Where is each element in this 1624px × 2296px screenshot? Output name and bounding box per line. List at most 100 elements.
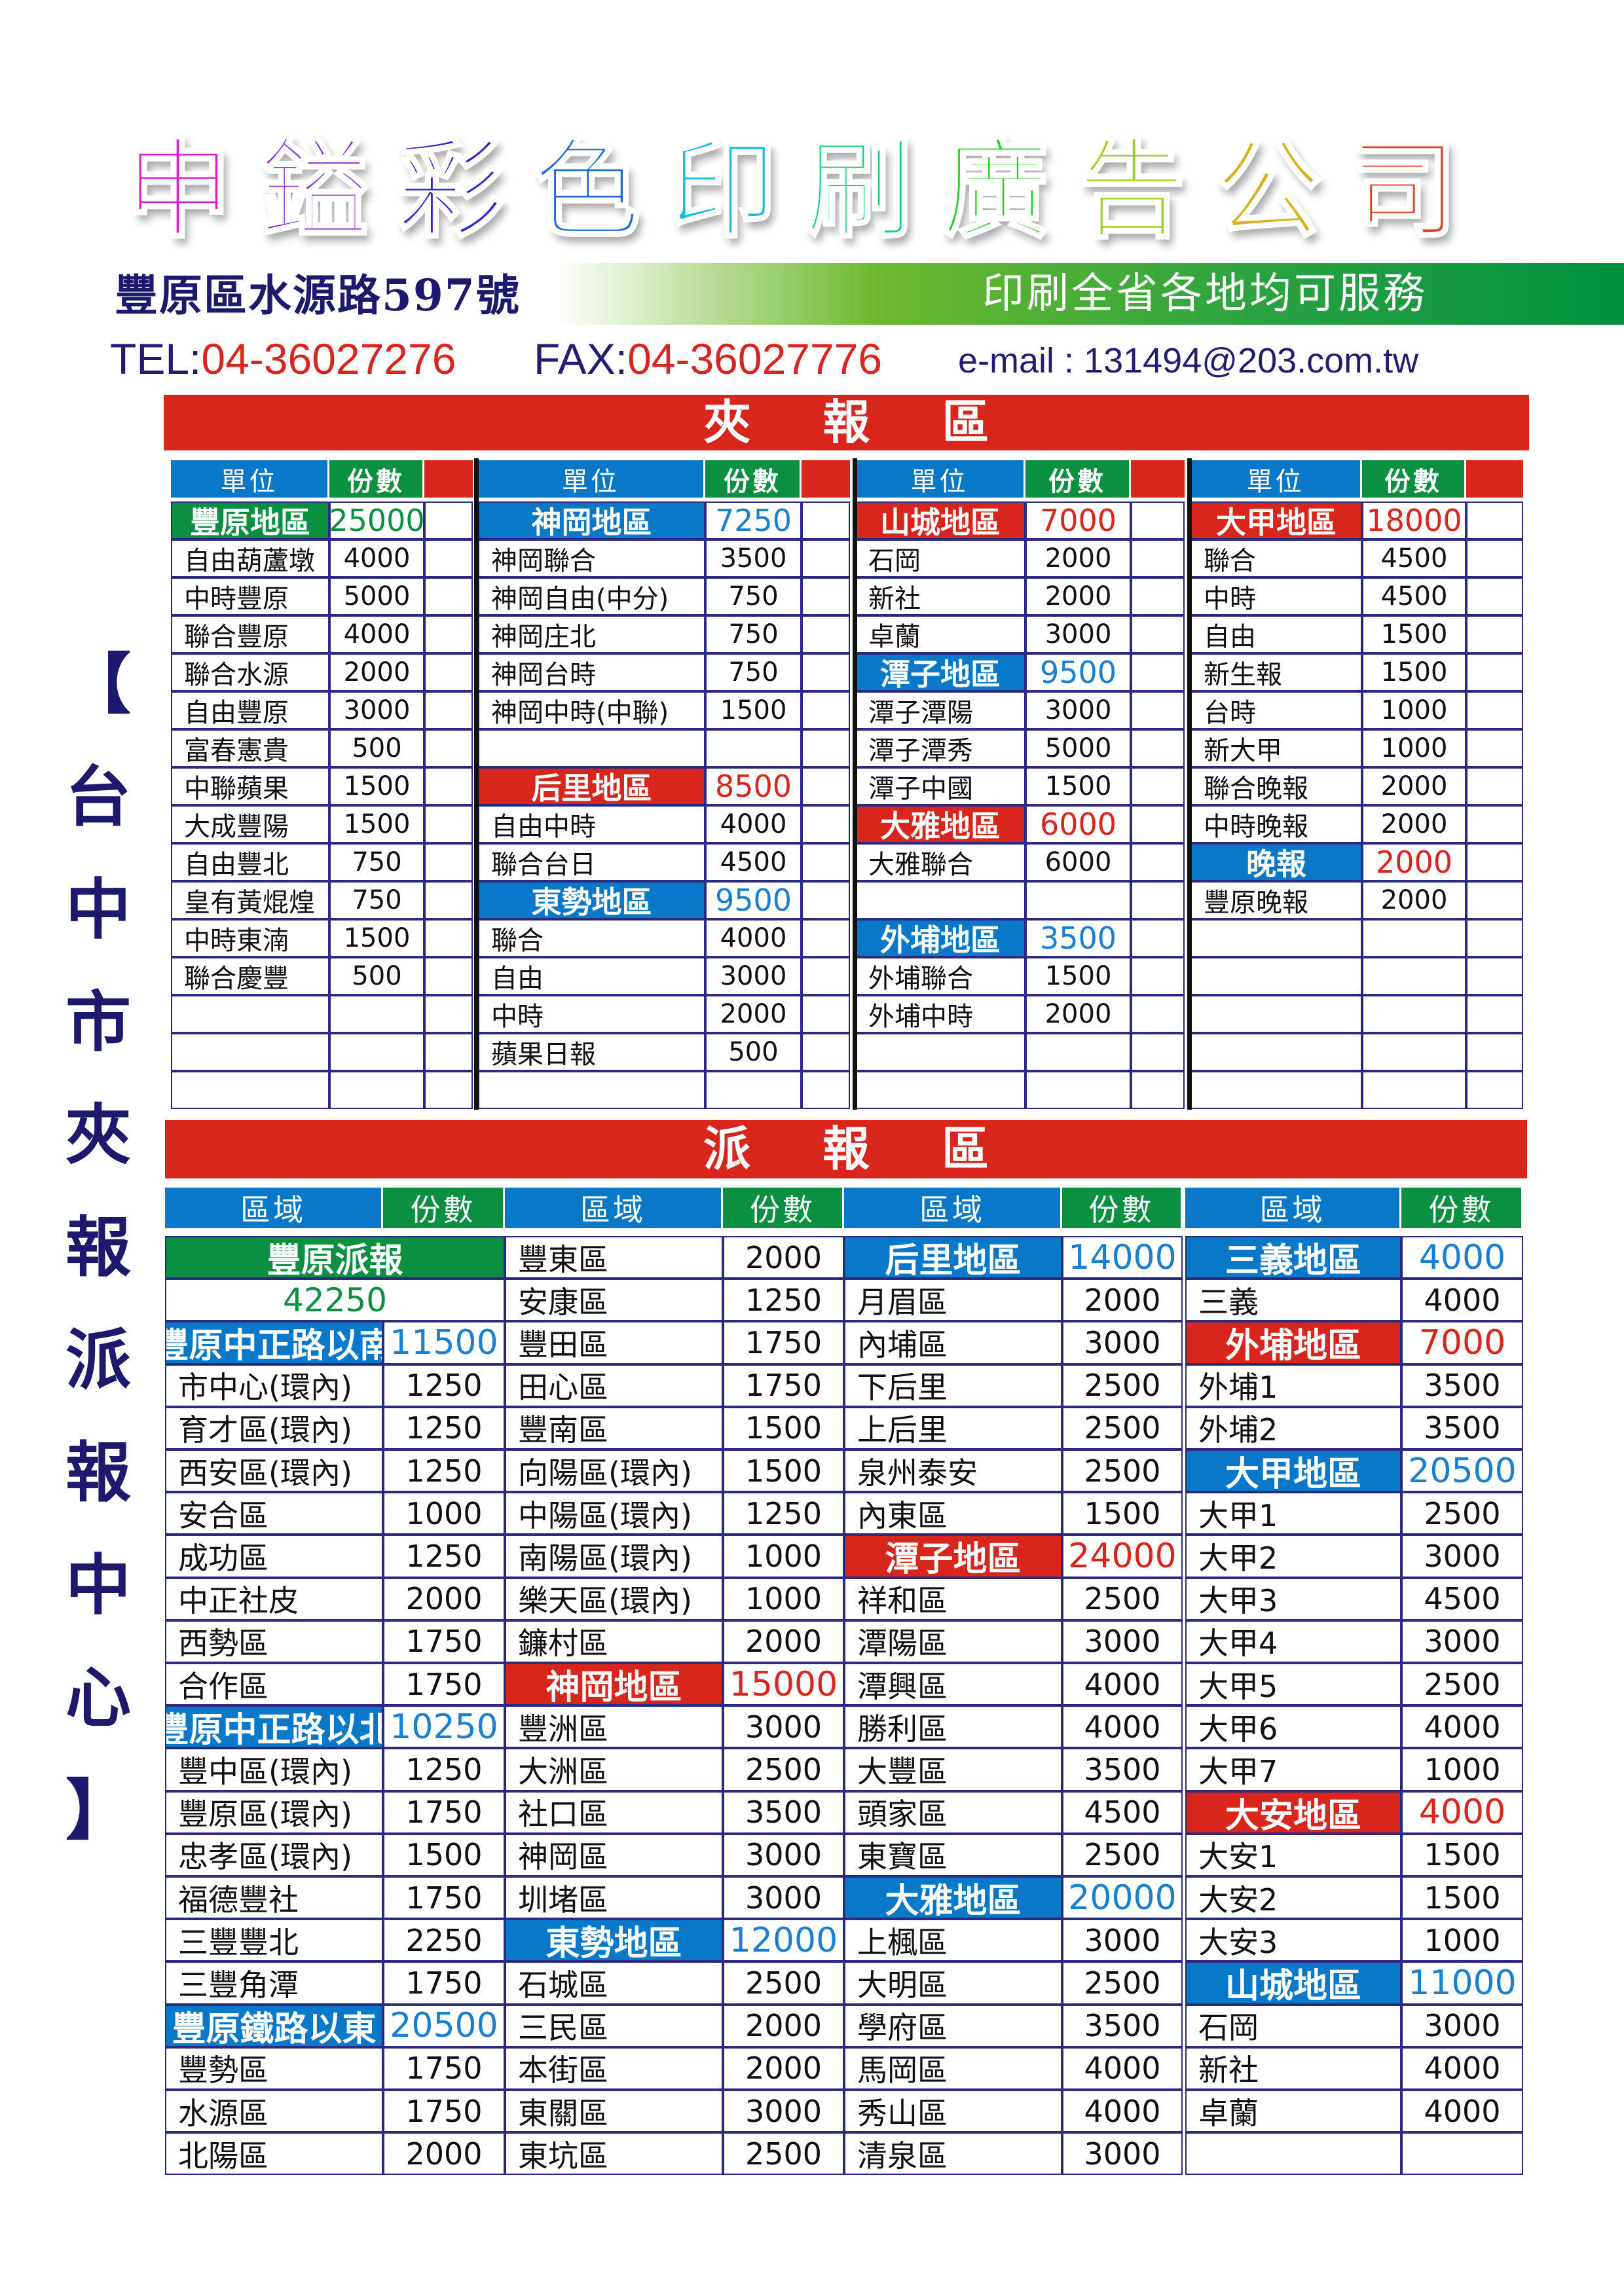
row-blank xyxy=(802,577,850,615)
row-blank xyxy=(1131,691,1185,729)
row-blank xyxy=(802,691,850,729)
row-name: 潭子潭秀 xyxy=(855,729,1025,767)
row-count xyxy=(1025,1071,1131,1109)
row-blank xyxy=(1131,501,1185,539)
row-count: 750 xyxy=(329,843,424,881)
row-name: 潭子潭陽 xyxy=(855,691,1025,729)
row-name: 大雅聯合 xyxy=(855,843,1025,881)
row-count: 1750 xyxy=(383,1961,505,2005)
row-name: 聯合水源 xyxy=(171,653,329,691)
section-header: 大安地區 xyxy=(1185,1791,1401,1834)
row-name xyxy=(855,1071,1025,1109)
row-count: 1500 xyxy=(1362,615,1466,653)
section-header: 山城地區 xyxy=(855,501,1025,539)
row-name: 潭興區 xyxy=(844,1663,1062,1706)
row-name: 下后里 xyxy=(844,1364,1062,1407)
section-count: 11000 xyxy=(1401,1961,1523,2005)
delivery-section-title: 派報區 xyxy=(165,1120,1527,1178)
section-header: 大雅地區 xyxy=(855,805,1025,843)
title-char: 彩 xyxy=(396,127,506,253)
section-count: 24000 xyxy=(1062,1535,1183,1578)
row-name: 新大甲 xyxy=(1190,729,1362,767)
row-name: 圳堵區 xyxy=(505,1876,723,1920)
row-count: 3500 xyxy=(1062,1748,1183,1791)
row-blank xyxy=(424,805,473,843)
row-count: 4000 xyxy=(705,805,802,843)
section-count: 20000 xyxy=(1062,1876,1183,1920)
row-name: 大成豐陽 xyxy=(171,805,329,843)
header-area: 區域 xyxy=(844,1188,1060,1228)
row-count: 3000 xyxy=(723,2090,844,2133)
row-name: 中時晚報 xyxy=(1190,805,1362,843)
row-count: 2500 xyxy=(1401,1663,1523,1706)
row-count: 2000 xyxy=(329,653,424,691)
row-name: 神岡聯合 xyxy=(478,539,705,577)
row-count: 1500 xyxy=(383,1833,505,1876)
row-count: 3000 xyxy=(723,1705,844,1749)
row-name: 蘋果日報 xyxy=(478,1033,705,1071)
section-count: 18000 xyxy=(1362,501,1466,539)
row-name: 潭子中國 xyxy=(855,767,1025,805)
row-count: 3500 xyxy=(1062,2004,1183,2047)
row-name xyxy=(1185,2132,1401,2176)
row-name: 上楓區 xyxy=(844,1919,1062,1962)
email: e-mail : 131494@203.com.tw xyxy=(958,341,1419,380)
row-blank xyxy=(802,615,850,653)
title-char: 刷 xyxy=(804,127,915,253)
section-count: 4000 xyxy=(1401,1791,1523,1834)
row-name: 聯合慶豐 xyxy=(171,957,329,995)
row-count xyxy=(1362,1033,1466,1071)
row-count: 1750 xyxy=(383,2090,505,2133)
row-name: 大安1 xyxy=(1185,1833,1401,1876)
row-count xyxy=(1401,2132,1523,2176)
row-blank xyxy=(1131,767,1185,805)
row-count xyxy=(329,1033,424,1071)
table-divider xyxy=(853,458,857,1110)
row-blank xyxy=(1466,691,1523,729)
row-count xyxy=(1025,881,1131,919)
row-count: 1000 xyxy=(1362,729,1466,767)
row-count: 3000 xyxy=(1025,615,1131,653)
row-count: 1500 xyxy=(1025,767,1131,805)
row-count: 1500 xyxy=(1401,1833,1523,1876)
row-blank xyxy=(424,729,473,767)
section-count: 14000 xyxy=(1062,1236,1183,1279)
row-count: 3000 xyxy=(1062,2132,1183,2176)
row-count: 500 xyxy=(329,957,424,995)
row-name: 豐南區 xyxy=(505,1406,723,1449)
row-name: 西安區(環內) xyxy=(165,1449,383,1493)
row-name: 東關區 xyxy=(505,2090,723,2133)
row-blank xyxy=(1466,501,1523,539)
row-count: 1500 xyxy=(1401,1876,1523,1920)
row-name: 神岡中時(中聯) xyxy=(478,691,705,729)
slogan: 印刷全省各地均可服務 xyxy=(982,270,1428,318)
row-count xyxy=(1362,1071,1466,1109)
row-count: 2000 xyxy=(1362,805,1466,843)
row-name: 台時 xyxy=(1190,691,1362,729)
section-header: 潭子地區 xyxy=(855,653,1025,691)
fax: FAX:04-36027776 xyxy=(534,333,882,385)
row-blank xyxy=(1131,729,1185,767)
row-blank xyxy=(802,501,850,539)
row-name: 豐東區 xyxy=(505,1236,723,1279)
row-blank xyxy=(1466,957,1523,995)
row-blank xyxy=(802,539,850,577)
section-count: 15000 xyxy=(723,1663,844,1706)
row-count: 3000 xyxy=(329,691,424,729)
row-count: 2000 xyxy=(1025,995,1131,1033)
header-count: 份數 xyxy=(329,460,422,498)
row-name: 神岡台時 xyxy=(478,653,705,691)
row-count: 1000 xyxy=(723,1535,844,1578)
row-name: 鐮村區 xyxy=(505,1620,723,1663)
row-name: 新社 xyxy=(855,577,1025,615)
row-blank xyxy=(802,805,850,843)
row-blank xyxy=(424,767,473,805)
row-count: 4000 xyxy=(1062,2047,1183,2090)
row-count: 1250 xyxy=(383,1748,505,1791)
row-name: 向陽區(環內) xyxy=(505,1449,723,1493)
row-name: 大甲4 xyxy=(1185,1620,1401,1663)
header-unit: 單位 xyxy=(171,460,327,498)
tel-number: 04-36027276 xyxy=(201,335,456,383)
row-name: 豐原晚報 xyxy=(1190,881,1362,919)
section-header: 東勢地區 xyxy=(505,1919,723,1962)
